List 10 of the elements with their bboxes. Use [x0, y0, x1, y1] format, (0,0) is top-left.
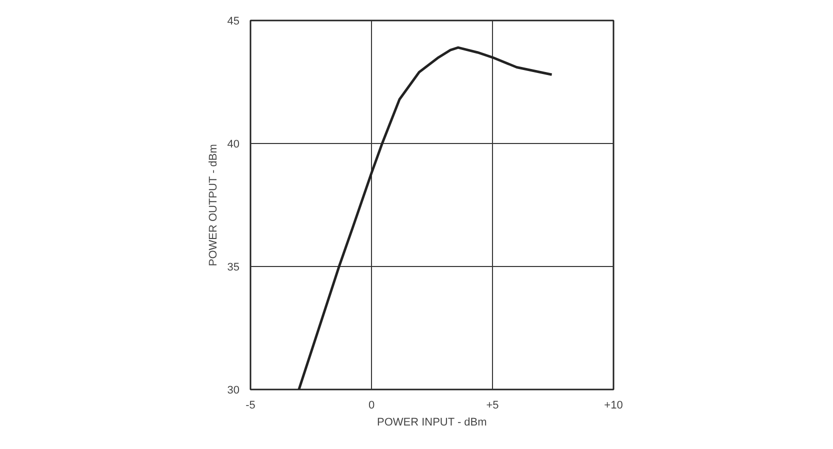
- y-tick-label: 35: [227, 262, 240, 274]
- y-axis-title: POWER OUTPUT - dBm: [207, 144, 220, 266]
- x-axis-title: POWER INPUT - dBm: [376, 416, 487, 428]
- x-tick-label: +5: [486, 400, 499, 412]
- y-tick-label: 30: [227, 384, 240, 396]
- x-tick-label: +10: [604, 400, 623, 412]
- y-tick-label: 45: [227, 16, 240, 28]
- y-tick-label: 40: [227, 138, 240, 150]
- x-tick-label: 0: [368, 400, 375, 412]
- x-tick-label: -5: [246, 400, 256, 412]
